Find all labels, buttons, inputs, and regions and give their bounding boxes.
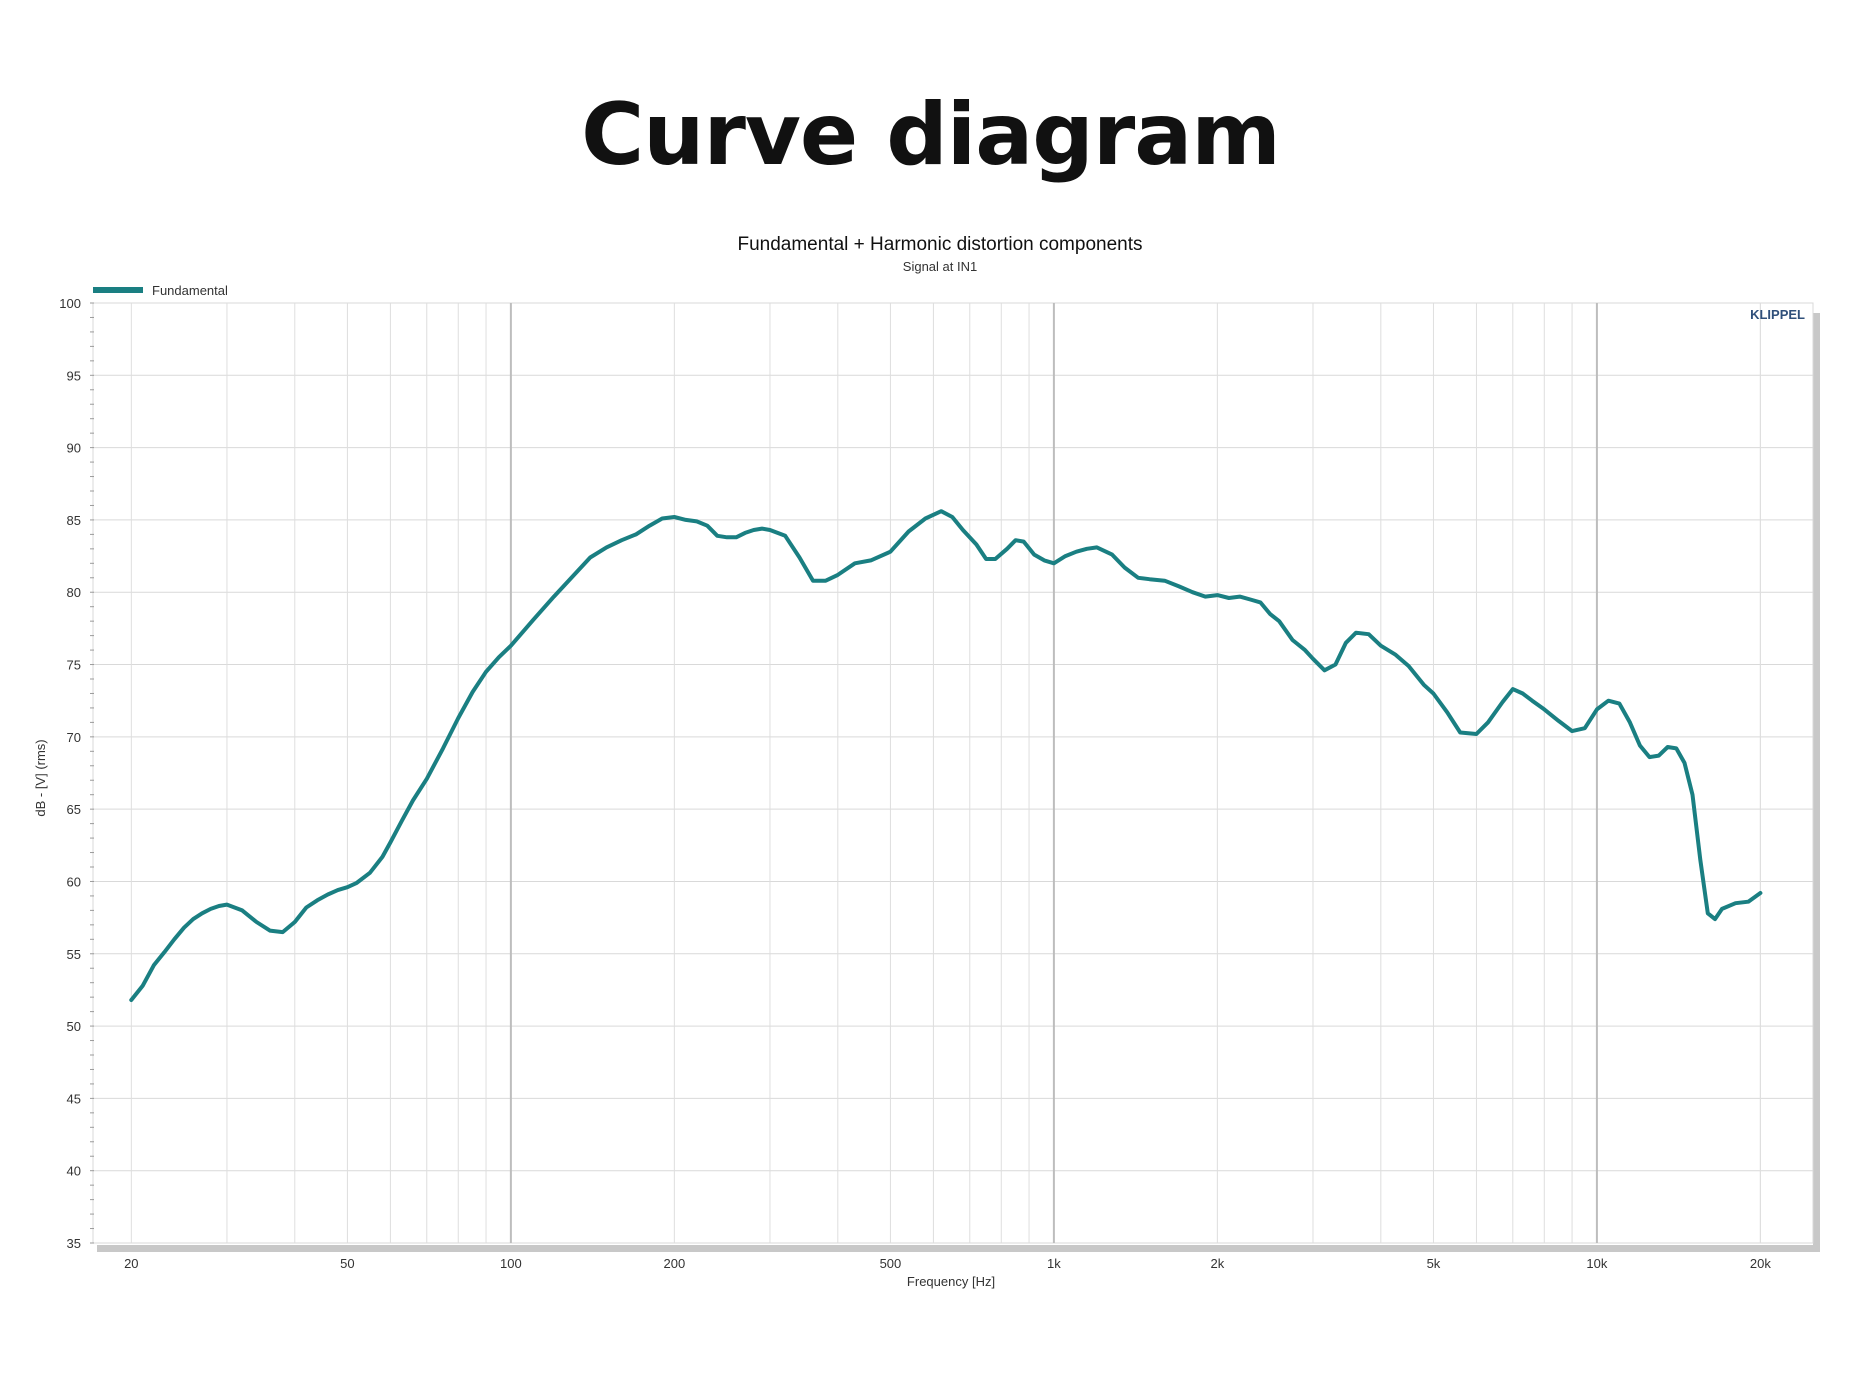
page-title: Curve diagram — [581, 85, 1281, 185]
x-tick-label: 20k — [1750, 1256, 1771, 1271]
plot-area — [92, 302, 1814, 1244]
series-line-fundamental — [129, 509, 1763, 1002]
y-tick-label: 75 — [67, 658, 81, 673]
y-tick-label: 90 — [67, 441, 81, 456]
x-tick-label: 200 — [663, 1256, 685, 1271]
y-tick-label: 80 — [67, 585, 81, 600]
y-tick-label: 35 — [67, 1236, 81, 1251]
y-tick-label: 60 — [67, 874, 81, 889]
y-tick-label: 100 — [59, 296, 81, 311]
y-axis-label: dB - [V] (rms) — [33, 739, 48, 816]
x-tick-label: 20 — [124, 1256, 138, 1271]
x-tick-label: 5k — [1427, 1256, 1441, 1271]
x-axis-ticks: 20 50 100 200 500 1k 2k 5k 10k 20k — [124, 1256, 1771, 1271]
x-tick-label: 500 — [880, 1256, 902, 1271]
chart-title: Fundamental + Harmonic distortion compon… — [737, 234, 1142, 255]
x-tick-label: 2k — [1210, 1256, 1224, 1271]
y-tick-label: 65 — [67, 802, 81, 817]
x-tick-label: 100 — [500, 1256, 522, 1271]
y-tick-label: 95 — [67, 368, 81, 383]
watermark: KLIPPEL — [1750, 307, 1805, 322]
x-tick-label: 1k — [1047, 1256, 1061, 1271]
y-tick-label: 40 — [67, 1164, 81, 1179]
y-tick-label: 55 — [67, 947, 81, 962]
y-axis-ticks: 100 95 90 85 80 75 70 65 60 55 50 45 40 35 — [59, 296, 81, 1251]
minor-ticks — [90, 302, 94, 1244]
y-tick-label: 85 — [67, 513, 81, 528]
x-tick-label: 10k — [1586, 1256, 1607, 1271]
y-tick-label: 50 — [67, 1019, 81, 1034]
y-tick-label: 45 — [67, 1091, 81, 1106]
y-tick-label: 70 — [67, 730, 81, 745]
legend-swatch-fundamental — [93, 287, 143, 293]
x-axis-label: Frequency [Hz] — [907, 1274, 995, 1289]
legend-label-fundamental: Fundamental — [152, 283, 228, 298]
plot-frame-shadow-bottom — [97, 1245, 1820, 1252]
legend: Fundamental — [93, 283, 228, 298]
x-tick-label: 50 — [340, 1256, 354, 1271]
plot-frame-shadow — [1813, 313, 1820, 1252]
chart-subtitle: Signal at IN1 — [903, 259, 977, 274]
grid — [93, 302, 1813, 1244]
